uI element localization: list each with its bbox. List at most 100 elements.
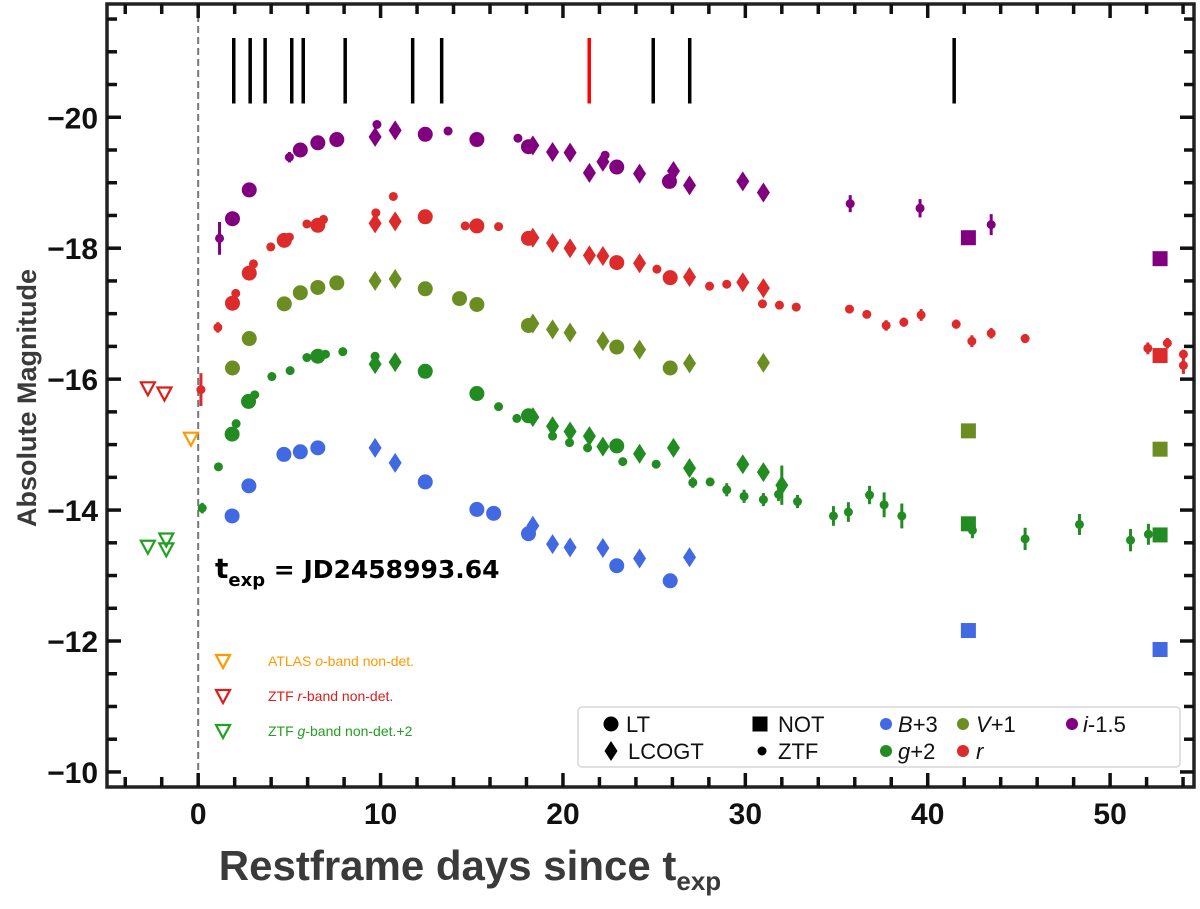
marker-dot bbox=[793, 497, 803, 507]
marker-circle bbox=[469, 296, 485, 312]
marker-circle bbox=[452, 291, 468, 307]
data-point-ztf bbox=[284, 151, 294, 163]
data-point-lt bbox=[276, 446, 292, 462]
marker-diamond bbox=[546, 534, 560, 555]
marker-dot bbox=[267, 372, 277, 382]
data-point-ztf bbox=[881, 320, 891, 331]
marker-dot bbox=[196, 385, 206, 395]
band-color-dot-icon bbox=[957, 745, 969, 757]
marker-diamond bbox=[526, 407, 540, 428]
data-point-ztf bbox=[791, 302, 801, 312]
marker-dot bbox=[758, 495, 768, 505]
data-point-lcogt bbox=[563, 238, 577, 259]
marker-circle bbox=[241, 182, 257, 198]
data-point-lt bbox=[276, 232, 292, 248]
label-band: o bbox=[315, 653, 323, 669]
not-marker-icon bbox=[752, 716, 768, 732]
data-point-lt bbox=[276, 296, 292, 312]
marker-dot bbox=[881, 320, 891, 330]
data-point-ztf bbox=[196, 373, 206, 406]
band-name: i bbox=[1083, 712, 1089, 737]
band-name: r bbox=[976, 739, 985, 764]
marker-square bbox=[1152, 251, 1168, 267]
x-tick-label: 10 bbox=[364, 798, 397, 831]
legend-label: B+3 bbox=[898, 712, 938, 737]
upper-limit-series bbox=[139, 532, 176, 559]
marker-circle bbox=[469, 218, 485, 234]
marker-diamond bbox=[563, 421, 577, 442]
marker-diamond bbox=[563, 142, 577, 163]
marker-dot bbox=[284, 152, 294, 162]
marker-diamond bbox=[736, 454, 750, 475]
marker-circle bbox=[224, 211, 240, 227]
data-point-lcogt bbox=[666, 437, 680, 458]
data-point-lt bbox=[241, 265, 257, 281]
marker-diamond bbox=[596, 436, 610, 457]
marker-square bbox=[1152, 441, 1168, 457]
marker-dot bbox=[651, 459, 661, 469]
marker-circle bbox=[417, 474, 433, 490]
marker-square bbox=[960, 423, 976, 439]
upper-limit-triangle bbox=[155, 386, 174, 403]
marker-circle bbox=[310, 440, 326, 456]
data-point-lcogt bbox=[546, 232, 560, 253]
band-offset: +1 bbox=[991, 712, 1016, 737]
band-color-dot-icon bbox=[957, 718, 969, 730]
data-point-lt bbox=[417, 281, 433, 297]
marker-dot bbox=[844, 304, 854, 314]
lcogt-marker-icon bbox=[604, 741, 618, 761]
marker-dot bbox=[757, 299, 767, 309]
marker-circle bbox=[329, 132, 345, 148]
marker-square bbox=[960, 230, 976, 246]
data-point-lt bbox=[310, 217, 326, 233]
marker-circle bbox=[603, 716, 619, 732]
marker-dot bbox=[774, 300, 784, 310]
data-point-lcogt bbox=[666, 160, 680, 181]
marker-diamond bbox=[546, 319, 560, 340]
marker-diamond bbox=[582, 426, 596, 447]
marker-circle bbox=[241, 393, 257, 409]
data-point-ztf bbox=[865, 485, 875, 505]
data-point-lcogt bbox=[756, 352, 770, 373]
data-point-ztf bbox=[285, 366, 295, 376]
marker-diamond bbox=[368, 213, 382, 234]
marker-circle bbox=[292, 142, 308, 158]
data-point-lt bbox=[469, 132, 485, 148]
marker-circle bbox=[662, 360, 678, 376]
data-point-lt bbox=[417, 363, 433, 379]
marker-dot bbox=[197, 503, 207, 513]
y-tick-label: −10 bbox=[47, 757, 98, 790]
lt-marker-icon bbox=[603, 716, 619, 732]
data-point-lcogt bbox=[368, 270, 382, 291]
marker-diamond bbox=[666, 437, 680, 458]
data-point-lt bbox=[662, 360, 678, 376]
marker-diamond bbox=[563, 238, 577, 259]
marker-circle bbox=[417, 209, 433, 225]
marker-dot bbox=[285, 366, 295, 376]
marker-dot bbox=[512, 413, 522, 423]
data-point-lcogt bbox=[388, 268, 402, 289]
marker-circle bbox=[662, 573, 678, 589]
marker-diamond bbox=[736, 171, 750, 192]
marker-dot bbox=[986, 220, 996, 230]
marker-diamond bbox=[633, 253, 647, 274]
marker-circle bbox=[292, 444, 308, 460]
data-point-lt bbox=[452, 291, 468, 307]
marker-diamond bbox=[633, 548, 647, 569]
data-point-not bbox=[960, 423, 976, 439]
marker-diamond bbox=[563, 322, 577, 343]
data-point-lcogt bbox=[388, 452, 402, 473]
marker-circle bbox=[469, 132, 485, 148]
label-post: -band non-det.+2 bbox=[305, 723, 412, 739]
data-point-lcogt bbox=[596, 151, 610, 172]
data-point-ztf bbox=[843, 502, 853, 522]
data-point-lcogt bbox=[368, 437, 382, 458]
label-post: -band non-det. bbox=[302, 688, 393, 704]
marker-diamond bbox=[666, 160, 680, 181]
data-point-lt bbox=[486, 505, 502, 521]
data-point-ztf bbox=[1020, 333, 1030, 344]
marker-square bbox=[752, 716, 768, 732]
data-point-lcogt bbox=[546, 319, 560, 340]
marker-dot bbox=[688, 478, 698, 488]
marker-diamond bbox=[596, 331, 610, 352]
